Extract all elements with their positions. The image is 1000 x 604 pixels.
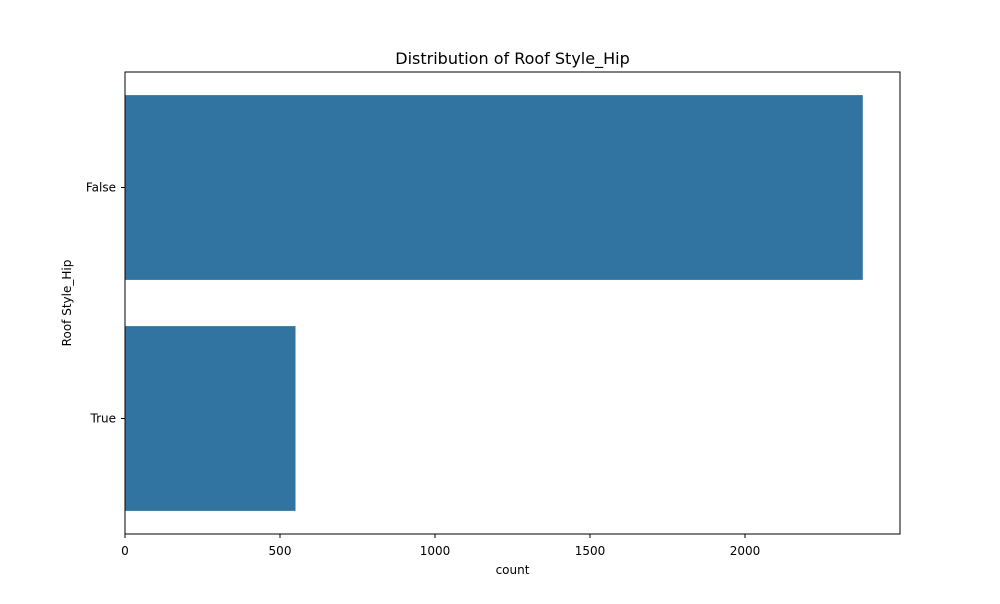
x-tick-label: 2000 — [730, 544, 761, 558]
x-tick-label: 0 — [121, 544, 129, 558]
x-axis-label: count — [496, 563, 530, 577]
y-tick-label: True — [90, 412, 117, 426]
y-tick-label: False — [86, 181, 116, 195]
x-tick-label: 500 — [269, 544, 292, 558]
plot-frame — [124, 71, 901, 535]
x-tick-label: 1500 — [575, 544, 606, 558]
chart-title: Distribution of Roof Style_Hip — [395, 49, 629, 69]
bar-true — [125, 326, 296, 511]
bar-false — [125, 95, 863, 280]
x-axis: 0 500 1000 1500 2000 — [121, 534, 760, 558]
x-tick-label: 1000 — [420, 544, 451, 558]
y-axis-label: Roof Style_Hip — [60, 260, 74, 347]
y-axis: False True — [86, 181, 125, 426]
bars-layer — [125, 95, 863, 511]
